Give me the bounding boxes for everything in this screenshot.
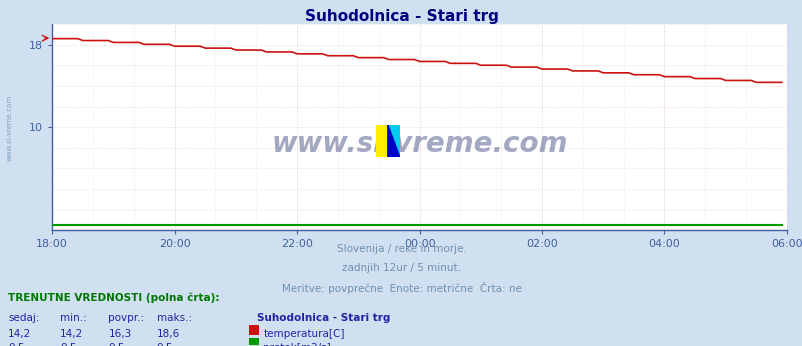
Text: 0,5: 0,5 [108,343,125,346]
Bar [375,125,387,157]
Text: Meritve: povprečne  Enote: metrične  Črta: ne: Meritve: povprečne Enote: metrične Črta:… [282,282,520,294]
Text: TRENUTNE VREDNOSTI (polna črta):: TRENUTNE VREDNOSTI (polna črta): [8,292,219,303]
Text: povpr.:: povpr.: [108,313,144,323]
Text: Suhodolnica - Stari trg: Suhodolnica - Stari trg [304,9,498,24]
Text: 0,5: 0,5 [156,343,173,346]
Text: www.si-vreme.com: www.si-vreme.com [6,95,12,161]
Text: 14,2: 14,2 [60,329,83,339]
Text: zadnjih 12ur / 5 minut.: zadnjih 12ur / 5 minut. [342,263,460,273]
Bar [387,125,399,157]
Text: 0,5: 0,5 [8,343,25,346]
Text: maks.:: maks.: [156,313,192,323]
Text: 0,5: 0,5 [60,343,77,346]
Text: Slovenija / reke in morje.: Slovenija / reke in morje. [336,244,466,254]
Text: 18,6: 18,6 [156,329,180,339]
Text: Suhodolnica - Stari trg: Suhodolnica - Stari trg [257,313,390,323]
Polygon shape [387,125,399,157]
Text: pretok[m3/s]: pretok[m3/s] [263,343,330,346]
Text: www.si-vreme.com: www.si-vreme.com [271,130,567,158]
Text: min.:: min.: [60,313,87,323]
Text: 16,3: 16,3 [108,329,132,339]
Text: 14,2: 14,2 [8,329,31,339]
Text: temperatura[C]: temperatura[C] [263,329,344,339]
Text: sedaj:: sedaj: [8,313,39,323]
